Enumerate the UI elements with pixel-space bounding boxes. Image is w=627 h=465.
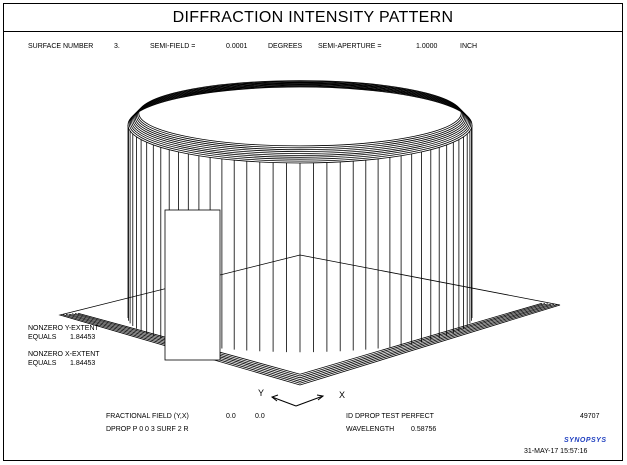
surface-number-label: SURFACE NUMBER xyxy=(28,43,94,50)
x-axis-arrow-line xyxy=(295,395,324,407)
field-y-value: 0.0 xyxy=(226,413,236,420)
run-number: 49707 xyxy=(580,413,600,420)
semi-aperture-unit: INCH xyxy=(460,43,478,50)
cylinder-top-contour xyxy=(135,81,465,151)
cylinder-top-contour xyxy=(137,80,463,149)
y-extent-equals: EQUALS xyxy=(28,334,57,341)
cylinder-top-contour xyxy=(138,80,462,147)
synopsys-logo: SYNOPSYS xyxy=(564,437,607,444)
x-axis-label: X xyxy=(339,390,346,400)
plot-frame: DIFFRACTION INTENSITY PATTERN xyxy=(3,3,623,461)
wavelength-label: WAVELENGTH xyxy=(346,426,395,433)
ground-ripple-line xyxy=(62,304,558,384)
cylinder-top-contour xyxy=(131,84,469,158)
wavelength-value: 0.58756 xyxy=(411,426,437,433)
semi-field-value: 0.0001 xyxy=(226,43,248,50)
cylinder-top-contour xyxy=(133,83,467,154)
id-label: ID DPROP TEST PERFECT xyxy=(346,413,434,420)
semi-field-label: SEMI-FIELD = xyxy=(150,43,196,50)
x-extent-label: NONZERO X-EXTENT xyxy=(28,351,100,358)
semi-aperture-value: 1.0000 xyxy=(416,43,438,50)
semi-aperture-label: SEMI-APERTURE = xyxy=(318,43,382,50)
ground-ripple-line xyxy=(65,304,555,382)
y-axis-arrowhead xyxy=(270,394,279,402)
cylinder-top-contour xyxy=(132,83,468,156)
cylinder-top-contour xyxy=(128,85,472,162)
semi-field-unit: DEGREES xyxy=(268,43,303,50)
ground-ripple-line xyxy=(71,303,549,379)
surface-number-value: 3. xyxy=(114,43,120,50)
dprop-label: DPROP P 0 0 3 SURF 2 R xyxy=(106,426,189,433)
y-axis-arrow-line xyxy=(271,396,297,407)
ground-ripple-line xyxy=(77,302,543,375)
cylinder-top-contour xyxy=(134,82,466,152)
y-extent-label: NONZERO Y-EXTENT xyxy=(28,325,99,332)
cylinder-top-contour xyxy=(129,85,471,160)
x-axis-arrowhead xyxy=(316,394,325,401)
field-x-value: 0.0 xyxy=(255,413,265,420)
fractional-field-label: FRACTIONAL FIELD (Y,X) xyxy=(106,413,189,420)
ground-ripple-line xyxy=(68,303,552,381)
title-bar: DIFFRACTION INTENSITY PATTERN xyxy=(4,4,622,32)
page-title: DIFFRACTION INTENSITY PATTERN xyxy=(172,8,454,26)
x-extent-value: 1.84453 xyxy=(70,360,96,367)
cylinder-front-face xyxy=(164,209,221,361)
x-extent-equals: EQUALS xyxy=(28,360,57,367)
cylinder-top-contour xyxy=(127,86,473,164)
date-time: 31-MAY-17 15:57:16 xyxy=(524,448,588,455)
y-axis-label: Y xyxy=(258,388,265,398)
y-extent-value: 1.84453 xyxy=(70,334,96,341)
